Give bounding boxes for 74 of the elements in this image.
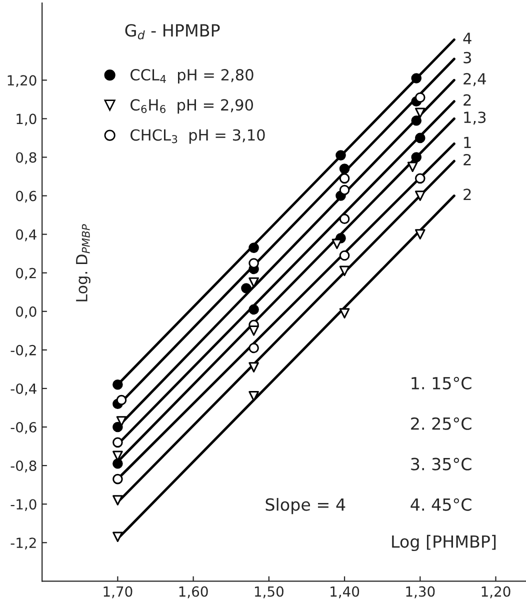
x-axis-title: Log [PHMBP] xyxy=(392,534,496,552)
point xyxy=(336,150,346,160)
y-tick-label: -0,6 xyxy=(10,422,36,434)
annotation: 3. 35°C xyxy=(411,458,472,470)
point xyxy=(112,379,123,390)
point xyxy=(411,152,422,162)
point xyxy=(414,190,426,201)
y-tick-label: -0,8 xyxy=(10,460,36,472)
y-tick-label: 1,0 xyxy=(16,114,36,126)
series-label: 1,3 xyxy=(464,112,486,125)
point xyxy=(112,422,123,432)
series-label: 3 xyxy=(464,52,471,64)
annotation: Slope = 4 xyxy=(266,498,346,514)
point xyxy=(339,173,350,184)
series-label: 2 xyxy=(464,154,471,166)
series-label: 2 xyxy=(464,188,471,200)
y-tick-label: 0,8 xyxy=(16,152,36,164)
x-tick-label: 1,40 xyxy=(330,586,360,598)
annotation: 4. 45°C xyxy=(410,498,472,511)
point xyxy=(339,308,350,318)
point xyxy=(339,250,350,261)
point xyxy=(414,229,426,240)
point xyxy=(112,532,123,542)
point xyxy=(248,362,259,372)
x-tick-label: 1,30 xyxy=(406,586,435,598)
legend-label: CCL$_{4}$ pH = 2,80 xyxy=(130,69,254,84)
point xyxy=(339,214,350,224)
y-tick-label: -0,4 xyxy=(10,383,36,396)
point xyxy=(112,495,123,506)
annotation: 2. 25°C xyxy=(411,417,472,430)
y-tick-label: -0,2 xyxy=(10,344,36,357)
x-tick-label: 1,20 xyxy=(482,586,510,598)
y-tick-label: 0,6 xyxy=(16,190,36,203)
point xyxy=(411,73,422,84)
point xyxy=(407,162,418,172)
y-tick-label: 0,0 xyxy=(16,306,36,318)
point xyxy=(339,164,350,174)
point xyxy=(116,394,127,406)
point xyxy=(248,326,259,336)
x-tick-label: 1,60 xyxy=(179,586,208,598)
legend-label: CHCL$_{3}$ pH = 3,10 xyxy=(130,129,265,144)
point xyxy=(112,458,123,469)
point xyxy=(248,277,259,288)
x-tick-label: 1,70 xyxy=(104,586,132,598)
point xyxy=(116,416,127,426)
point xyxy=(414,173,426,184)
series-label: 2,4 xyxy=(464,73,486,86)
point xyxy=(414,92,426,103)
x-tick-label: 1,50 xyxy=(254,586,284,598)
y-tick-label: 1,20 xyxy=(8,75,36,88)
point xyxy=(112,437,123,448)
y-tick-label: 0,2 xyxy=(16,268,36,280)
point xyxy=(414,108,426,118)
legend-label: C$_{6}$H$_{6}$ pH = 2,90 xyxy=(130,99,253,114)
point xyxy=(414,132,426,144)
point xyxy=(339,266,350,276)
annotation: G$_{d}$ - HPMBP xyxy=(125,24,220,40)
point xyxy=(411,115,422,126)
y-tick-label: 0,4 xyxy=(16,229,36,242)
series-label: 4 xyxy=(463,32,472,44)
y-tick-label: -1,2 xyxy=(10,538,36,550)
point xyxy=(339,184,350,196)
point xyxy=(248,242,259,253)
y-tick-label: -1,0 xyxy=(10,499,36,511)
series-label: 2 xyxy=(464,94,471,106)
annotation: 1. 15°C xyxy=(412,376,472,390)
point xyxy=(248,258,259,268)
point xyxy=(241,283,252,294)
point xyxy=(248,391,259,402)
point xyxy=(248,304,259,315)
point xyxy=(112,474,123,484)
series-label: 1 xyxy=(464,136,471,148)
point xyxy=(248,342,259,354)
y-axis-title: Log. D$_{PMBP}$ xyxy=(76,224,90,302)
